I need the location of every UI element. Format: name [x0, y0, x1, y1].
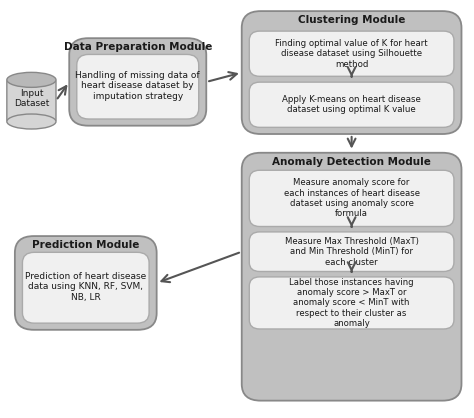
FancyBboxPatch shape [242, 11, 462, 134]
FancyBboxPatch shape [249, 232, 454, 272]
Text: Data Preparation Module: Data Preparation Module [64, 42, 212, 52]
FancyBboxPatch shape [7, 80, 56, 122]
FancyBboxPatch shape [242, 153, 462, 400]
Text: Prediction Module: Prediction Module [32, 240, 139, 250]
Text: Apply K-means on heart disease
dataset using optimal K value: Apply K-means on heart disease dataset u… [282, 95, 421, 115]
Ellipse shape [7, 114, 56, 129]
Text: Clustering Module: Clustering Module [298, 15, 405, 25]
FancyBboxPatch shape [77, 54, 199, 119]
FancyBboxPatch shape [249, 82, 454, 127]
Text: Measure anomaly score for
each instances of heart disease
dataset using anomaly : Measure anomaly score for each instances… [283, 178, 419, 219]
Text: Finding optimal value of K for heart
disease dataset using Silhouette
method: Finding optimal value of K for heart dis… [275, 39, 428, 69]
FancyBboxPatch shape [22, 252, 149, 323]
Text: Measure Max Threshold (MaxT)
and Min Threshold (MinT) for
each cluster: Measure Max Threshold (MaxT) and Min Thr… [285, 237, 419, 267]
Text: Input
Dataset: Input Dataset [14, 89, 49, 108]
Text: Prediction of heart disease
data using KNN, RF, SVM,
NB, LR: Prediction of heart disease data using K… [25, 272, 146, 302]
FancyBboxPatch shape [249, 277, 454, 329]
Text: Anomaly Detection Module: Anomaly Detection Module [272, 157, 431, 167]
FancyBboxPatch shape [249, 170, 454, 227]
Text: Label those instances having
anomaly score > MaxT or
anomaly score < MinT with
r: Label those instances having anomaly sco… [289, 278, 414, 328]
Text: Handling of missing data of
heart disease dataset by
imputation strategy: Handling of missing data of heart diseas… [75, 71, 200, 101]
FancyBboxPatch shape [69, 38, 206, 126]
FancyBboxPatch shape [15, 236, 156, 330]
Ellipse shape [7, 72, 56, 87]
FancyBboxPatch shape [249, 31, 454, 76]
